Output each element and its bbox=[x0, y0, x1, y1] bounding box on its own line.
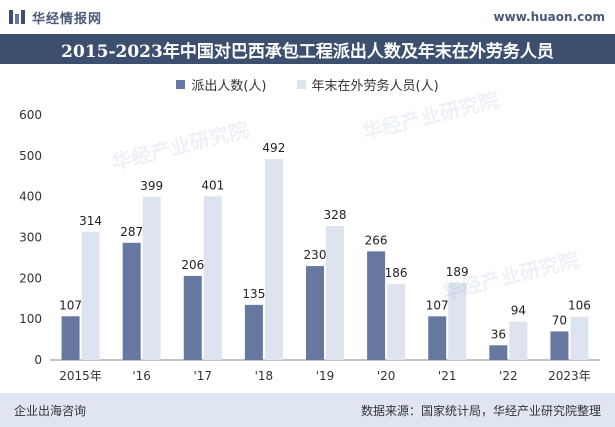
y-tick-label: 200 bbox=[19, 271, 42, 285]
data-label-series-1: 230 bbox=[304, 248, 327, 262]
data-label-series-2: 106 bbox=[568, 299, 591, 313]
data-label-series-1: 107 bbox=[59, 298, 82, 312]
bar-series-1 bbox=[489, 345, 508, 360]
bar-series-2 bbox=[203, 196, 222, 360]
footer-left: 企业出海咨询 bbox=[14, 403, 87, 418]
bar-series-1 bbox=[428, 316, 447, 360]
y-tick-label: 100 bbox=[19, 312, 42, 326]
data-label-series-1: 70 bbox=[552, 313, 567, 327]
bar-series-2 bbox=[81, 231, 100, 360]
x-tick-label: '20 bbox=[377, 369, 396, 383]
site-url[interactable]: www.huaon.com bbox=[493, 10, 605, 24]
bar-series-1 bbox=[61, 316, 80, 360]
legend: 派出人数(人) 年末在外劳务人员(人) bbox=[0, 74, 615, 94]
data-label-series-1: 135 bbox=[242, 287, 265, 301]
data-label-series-1: 206 bbox=[181, 258, 204, 272]
x-tick-label: 2023年 bbox=[548, 369, 591, 383]
bar-series-2 bbox=[142, 197, 161, 360]
huajing-logo-icon bbox=[9, 10, 25, 24]
data-label-series-2: 189 bbox=[446, 265, 469, 279]
data-label-series-1: 107 bbox=[426, 298, 449, 312]
bar-series-2 bbox=[264, 159, 283, 360]
brand-name: 华经情报网 bbox=[32, 11, 103, 27]
data-label-series-2: 186 bbox=[385, 266, 408, 280]
bar-series-1 bbox=[183, 275, 202, 360]
data-label-series-2: 328 bbox=[324, 208, 347, 222]
y-tick-label: 400 bbox=[19, 190, 42, 204]
bar-series-2 bbox=[509, 321, 528, 360]
data-label-series-2: 94 bbox=[511, 304, 526, 318]
x-tick-label: '19 bbox=[316, 369, 335, 383]
y-tick-label: 600 bbox=[19, 108, 42, 122]
bar-series-1 bbox=[367, 251, 386, 360]
bar-series-2 bbox=[326, 226, 344, 360]
legend-label-series-2: 年末在外劳务人员(人) bbox=[311, 78, 439, 94]
bar-chart: 0 100 200 300 400 500 600 107 314 2015年 287 399 '16 2… bbox=[19, 108, 600, 383]
brand: 华经情报网 bbox=[8, 8, 102, 27]
y-tick-label: 300 bbox=[19, 231, 42, 245]
data-label-series-1: 36 bbox=[491, 327, 506, 341]
bar-series-1 bbox=[244, 304, 263, 360]
bar-series-2 bbox=[387, 284, 406, 360]
bar-series-1 bbox=[306, 266, 324, 360]
y-tick-label: 500 bbox=[19, 149, 42, 163]
x-tick-label: 2015年 bbox=[59, 369, 102, 383]
legend-item-series-2[interactable]: 年末在外劳务人员(人) bbox=[296, 75, 439, 94]
footer-source: 数据来源：国家统计局，华经产业研究院整理 bbox=[360, 403, 601, 418]
x-tick-label: '17 bbox=[193, 369, 212, 383]
bar-series-2 bbox=[570, 316, 589, 360]
x-tick-label: '18 bbox=[255, 369, 274, 383]
bar-series-1 bbox=[122, 242, 141, 360]
data-label-series-2: 314 bbox=[79, 214, 102, 228]
bar-series-1 bbox=[550, 331, 569, 360]
data-label-series-2: 401 bbox=[201, 178, 224, 192]
footer: 企业出海咨询 数据来源：国家统计局，华经产业研究院整理 bbox=[0, 393, 615, 427]
top-bar: 华经情报网 www.huaon.com bbox=[0, 0, 615, 34]
legend-swatch-series-1 bbox=[176, 79, 186, 89]
y-tick-label: 0 bbox=[34, 353, 42, 367]
data-label-series-1: 287 bbox=[120, 225, 143, 239]
legend-item-series-1[interactable]: 派出人数(人) bbox=[176, 75, 267, 94]
data-label-series-1: 266 bbox=[365, 233, 388, 247]
x-tick-label: '21 bbox=[438, 369, 457, 383]
chart-title: 2015-2023年中国对巴西承包工程派出人数及年末在外劳务人员 bbox=[0, 34, 615, 64]
x-tick-label: '16 bbox=[132, 369, 151, 383]
x-tick-label: '22 bbox=[499, 369, 518, 383]
data-label-series-2: 399 bbox=[140, 179, 163, 193]
legend-swatch-series-2 bbox=[296, 79, 306, 89]
data-label-series-2: 492 bbox=[262, 141, 285, 155]
bar-series-2 bbox=[448, 282, 467, 360]
legend-label-series-1: 派出人数(人) bbox=[191, 78, 267, 94]
